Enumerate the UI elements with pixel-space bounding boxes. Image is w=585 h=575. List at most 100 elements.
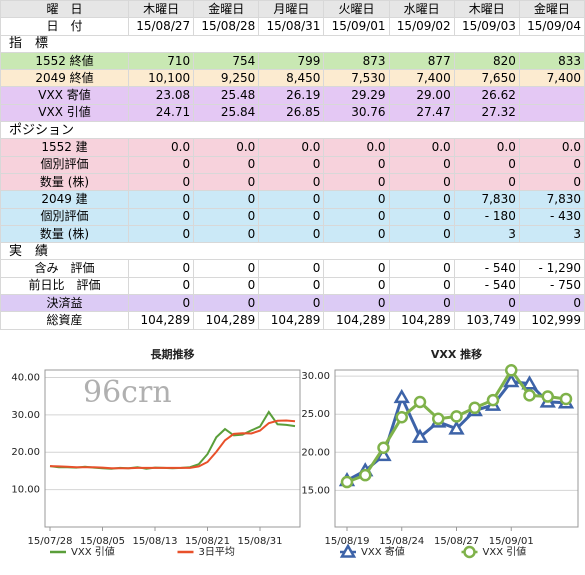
data-point: [432, 412, 445, 425]
table-row: VXX 引値 24.71 25.84 26.85 30.76 27.47 27.32: [0, 103, 585, 123]
table-cell: 102,999: [518, 311, 585, 330]
table-cell: 0: [388, 190, 455, 209]
table-cell: 15/09/03: [453, 17, 520, 36]
table-row: 個別評価 0 0 0 0 0- 180- 430: [0, 207, 585, 226]
row-label: ポジション: [0, 121, 585, 140]
table-cell: 0.0: [258, 138, 325, 157]
table-row: 数量 (株) 0 0 0 0 0 3 3: [0, 224, 585, 244]
table-cell: 0: [518, 155, 585, 174]
table-cell: [518, 86, 585, 105]
table-cell: 0: [127, 259, 195, 278]
data-point: [411, 428, 429, 443]
row-label: VXX 引値: [0, 103, 129, 123]
table-cell: 25.48: [193, 86, 260, 105]
row-label: 個別評価: [0, 155, 129, 174]
legend-label: VXX 寄値: [361, 545, 405, 558]
row-label: 決済益: [0, 294, 129, 313]
table-cell: 0: [258, 294, 325, 313]
table-row: 1552 建 0.0 0.0 0.0 0.0 0.0 0.0 0.0: [0, 138, 585, 157]
plot-frame: [334, 369, 579, 528]
table-row: 2049 終値 10,100 9,250 8,450 7,530 7,400 7,650 7,…: [0, 69, 585, 88]
table-cell: 0: [127, 172, 195, 192]
table-cell: 0: [323, 276, 390, 296]
table-cell: 26.19: [258, 86, 325, 105]
series-line: [49, 409, 296, 470]
table-row: 個別評価 0 0 0 0 0 0 0: [0, 155, 585, 174]
data-point: [450, 409, 463, 423]
data-point: [340, 475, 354, 488]
table-cell: 0: [453, 294, 520, 313]
y-tick-label: 30.00: [301, 371, 330, 382]
table-cell: 木曜日: [127, 0, 195, 19]
table-cell: 0: [323, 259, 390, 278]
charts: 長期推移 10.00 20.00 30.00 40.00 96crn 15/07/28 15/…: [11, 347, 579, 558]
table-cell: 27.32: [453, 103, 520, 123]
table-cell: 8,450: [258, 69, 325, 88]
data-point: [523, 388, 536, 402]
table-cell: [518, 103, 585, 123]
table-cell: 877: [388, 51, 455, 71]
watermark: 96crn: [83, 375, 172, 410]
table-cell: 25.84: [193, 103, 260, 123]
table-cell: 0: [193, 294, 260, 313]
row-label: 1552 建: [0, 138, 129, 157]
table-cell: 0: [388, 294, 455, 313]
table-row: ポジション: [0, 121, 585, 140]
table-cell: 0: [388, 172, 455, 192]
table-cell: 30.76: [323, 103, 390, 123]
row-label: 日 付: [0, 17, 129, 36]
table-cell: 29.00: [388, 86, 455, 105]
table-cell: 0: [258, 259, 325, 278]
table-cell: 754: [193, 51, 260, 71]
legend-label: VXX 引値: [71, 545, 115, 558]
data-point: [521, 374, 538, 390]
table-cell: 26.85: [258, 103, 325, 123]
table-cell: 0: [388, 207, 455, 226]
row-label: 数量 (株): [0, 224, 129, 244]
legend-marker: [463, 545, 476, 558]
table-row: 決済益 0 0 0 0 0 0 0: [0, 294, 585, 313]
data-point: [505, 363, 518, 377]
data-point: [377, 441, 390, 454]
table-cell: 15/08/28: [193, 17, 260, 36]
data-table: 曜 日木曜日 金曜日 月曜日 火曜日 水曜日 木曜日 金曜日日 付 15/08/27 15/08…: [0, 0, 585, 330]
table-cell: 0.0: [127, 138, 195, 157]
table-cell: 0: [258, 172, 325, 192]
table-cell: 0: [323, 207, 390, 226]
table-cell: 木曜日: [453, 0, 520, 19]
table-cell: 0.0: [323, 138, 390, 157]
table-cell: 710: [127, 51, 195, 71]
table-cell: 7,530: [323, 69, 390, 88]
table-cell: 3: [453, 224, 520, 244]
table-cell: 7,830: [518, 190, 585, 209]
x-tick-label: 15/07/28: [28, 536, 73, 547]
table-cell: 0: [193, 155, 260, 174]
table-cell: 15/09/04: [518, 17, 585, 36]
table-cell: 0: [323, 172, 390, 192]
table-cell: 0: [258, 224, 325, 244]
y-tick-label: 20.00: [301, 447, 330, 458]
table-row: 総資産 104,289 104,289 104,289 104,289 104,289 10…: [0, 311, 585, 330]
row-label: 数量 (株): [0, 172, 129, 192]
table-cell: 0: [193, 172, 260, 192]
row-label: 前日比 評価: [0, 276, 129, 296]
table-cell: 0: [518, 294, 585, 313]
table-cell: 0: [127, 276, 195, 296]
table-cell: 10,100: [127, 69, 195, 88]
table-row: 実 績: [0, 242, 585, 261]
data-point: [503, 372, 520, 387]
table-cell: 水曜日: [388, 0, 455, 19]
table-cell: 0: [127, 224, 195, 244]
table-cell: 104,289: [258, 311, 325, 330]
table-cell: 0: [453, 172, 520, 192]
table-cell: 0.0: [518, 138, 585, 157]
row-label: VXX 寄値: [0, 86, 129, 105]
table-cell: 27.47: [388, 103, 455, 123]
table-cell: 15/08/27: [127, 17, 195, 36]
table-cell: 0: [323, 190, 390, 209]
table-cell: 0.0: [453, 138, 520, 157]
table-cell: 0: [388, 276, 455, 296]
table-row: 2049 建 0 0 0 0 0 7,830 7,830: [0, 190, 585, 209]
table-cell: 15/09/02: [388, 17, 455, 36]
